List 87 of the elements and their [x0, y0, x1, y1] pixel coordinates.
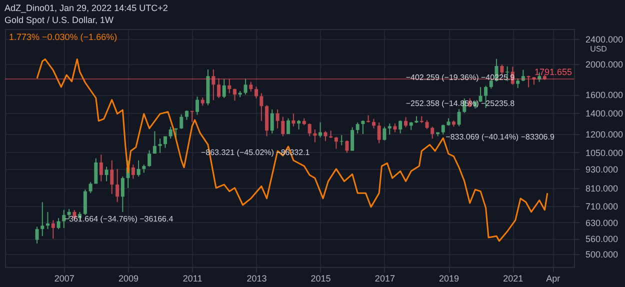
- candlestick: [35, 226, 39, 244]
- y-tick-label: 560.000: [586, 234, 618, 244]
- candlestick: [152, 130, 156, 154]
- y-tick-label: 2000.000: [586, 59, 624, 70]
- text: 1.773% −0.030% (−1.66%): [9, 32, 118, 42]
- annotation: −833.069 (−40.14%) −83306.9: [446, 132, 555, 142]
- x-tick-label: 2009: [118, 274, 139, 284]
- candlestick: [56, 218, 60, 230]
- candlestick: [228, 78, 232, 94]
- chart-subtitle: Gold Spot / U.S. Dollar, 1W: [4, 15, 114, 25]
- candlestick: [136, 160, 140, 178]
- candlestick: [217, 78, 221, 99]
- y-tick-label: 500.000: [586, 250, 618, 260]
- candlestick: [516, 78, 520, 89]
- candlestick: [382, 126, 386, 141]
- candlestick: [249, 81, 253, 92]
- candlestick: [120, 176, 124, 212]
- candlestick: [404, 116, 408, 128]
- x-tick-label: 2021: [503, 274, 524, 284]
- candlestick: [94, 158, 98, 184]
- candlestick: [83, 189, 87, 216]
- candlestick: [372, 118, 376, 129]
- candlestick: [244, 78, 248, 96]
- candlestick: [88, 182, 92, 194]
- chart-title: AdZ_Dino01, Jan 29, 2022 14:45 UTC+2: [4, 3, 168, 13]
- candlestick: [168, 126, 172, 140]
- candlestick: [356, 122, 360, 134]
- y-tick-label: 930.000: [586, 164, 618, 174]
- candlestick: [62, 209, 66, 228]
- candlestick: [99, 154, 103, 182]
- candlestick: [297, 119, 301, 130]
- candlestick: [398, 120, 402, 134]
- y-tick-label: 1600.000: [586, 90, 624, 100]
- x-tick-label: 2013: [246, 274, 267, 284]
- candlestick: [222, 78, 226, 99]
- candlestick: [158, 138, 162, 154]
- ref-line-label: 1791.655: [534, 67, 572, 78]
- candlestick: [324, 130, 328, 142]
- y-tick-label: 810.000: [586, 183, 618, 194]
- candlestick: [270, 108, 274, 134]
- x-tick-label: 2007: [54, 274, 74, 284]
- candlestick: [334, 136, 338, 150]
- candlestick: [254, 86, 258, 99]
- candlestick: [190, 110, 194, 122]
- y-tick-label: 710.000: [586, 201, 618, 212]
- x-tick-label: Apr: [546, 274, 560, 284]
- candlestick: [361, 120, 365, 134]
- candlestick: [478, 86, 482, 103]
- candlestick: [51, 220, 55, 240]
- y-tick-label: 630.000: [586, 218, 618, 228]
- x-tick-label: 2019: [438, 274, 460, 284]
- candlestick: [148, 150, 152, 168]
- candlestick: [260, 92, 264, 122]
- candlestick: [350, 126, 354, 152]
- x-tick-label: 2015: [310, 274, 331, 284]
- y-tick-label: 2400.000: [586, 34, 624, 44]
- candlestick: [441, 124, 445, 135]
- candlestick: [430, 126, 434, 140]
- candlestick: [377, 122, 381, 144]
- x-tick-label: 2017: [374, 274, 395, 284]
- candlestick: [180, 114, 184, 130]
- candlestick: [46, 211, 50, 230]
- candlestick: [345, 140, 349, 154]
- x-tick-label: 2011: [182, 274, 202, 284]
- candlestick: [292, 113, 296, 127]
- candlestick: [131, 164, 135, 180]
- candlestick: [457, 108, 461, 127]
- candlestick: [232, 88, 236, 102]
- y-tick-label: 1050.000: [586, 148, 624, 158]
- candlestick: [388, 123, 392, 136]
- candlestick: [110, 160, 114, 194]
- candlestick: [276, 108, 280, 129]
- candlestick: [521, 69, 525, 82]
- candlestick: [500, 64, 504, 76]
- y-tick-label: 1400.000: [586, 108, 624, 118]
- candlestick: [308, 123, 312, 137]
- candlestick: [281, 116, 285, 137]
- candlestick: [116, 168, 120, 203]
- candlestick: [184, 110, 188, 120]
- annotation: −361.664 (−34.76%) −36166.4: [64, 214, 174, 224]
- candlestick: [196, 96, 200, 116]
- candlestick: [104, 166, 108, 182]
- candlestick: [40, 202, 44, 237]
- y-tick-label: 1200.000: [586, 129, 624, 140]
- y-axis-title: USD: [590, 44, 608, 54]
- candlestick: [286, 118, 290, 134]
- candlestick: [212, 69, 216, 101]
